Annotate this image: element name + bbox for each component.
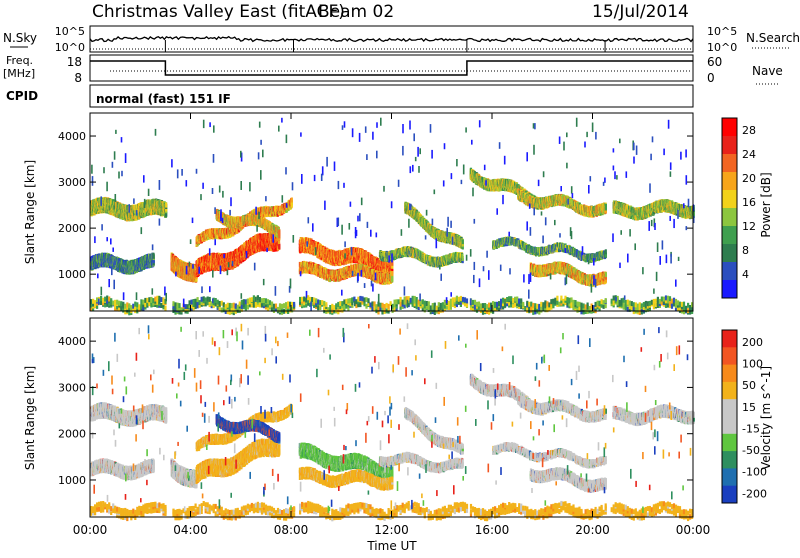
nsky-trace <box>90 37 693 52</box>
freq-left-tick-bottom: 8 <box>74 71 82 85</box>
freq-panel: Freq. [MHz] 18 8 60 0 Nave <box>3 54 783 85</box>
heatmap-cell <box>165 203 167 208</box>
figure-title: Christmas Valley East (fitACF) <box>92 2 345 22</box>
nsky-right-tick-top: 10^5 <box>707 25 737 38</box>
freq-left-tick-top: 18 <box>67 55 82 69</box>
freq-right-tick-bottom: 0 <box>707 71 715 85</box>
heatmap-cell <box>153 254 155 259</box>
nsky-left-tick-top: 10^5 <box>55 25 85 38</box>
cpid-value: normal (fast) 151 IF <box>96 92 231 106</box>
nsky-line <box>90 37 693 42</box>
freq-frame <box>90 55 693 81</box>
freq-right-tick-top: 60 <box>707 55 722 69</box>
nsky-right-label: N.Search <box>746 31 800 45</box>
nsky-left-label: N.Sky <box>3 31 37 45</box>
nsky-frame <box>90 26 693 52</box>
freq-trace <box>90 61 693 75</box>
power-heatmap <box>90 118 695 316</box>
nsky-left-tick-bottom: 10^0 <box>55 41 85 54</box>
freq-right-label: Nave <box>752 64 783 78</box>
nsky-panel: N.Sky 10^5 10^0 10^5 10^0 N.Search <box>3 25 800 54</box>
freq-left-label-2: [MHz] <box>3 67 35 80</box>
freq-left-label-1: Freq. <box>6 54 33 67</box>
nsky-right-tick-bottom: 10^0 <box>707 41 737 54</box>
date-label: 15/Jul/2014 <box>592 2 689 22</box>
cpid-label: CPID <box>6 89 38 103</box>
beam-label: Beam 02 <box>318 2 394 22</box>
cpid-panel: CPID normal (fast) 151 IF <box>6 85 693 107</box>
